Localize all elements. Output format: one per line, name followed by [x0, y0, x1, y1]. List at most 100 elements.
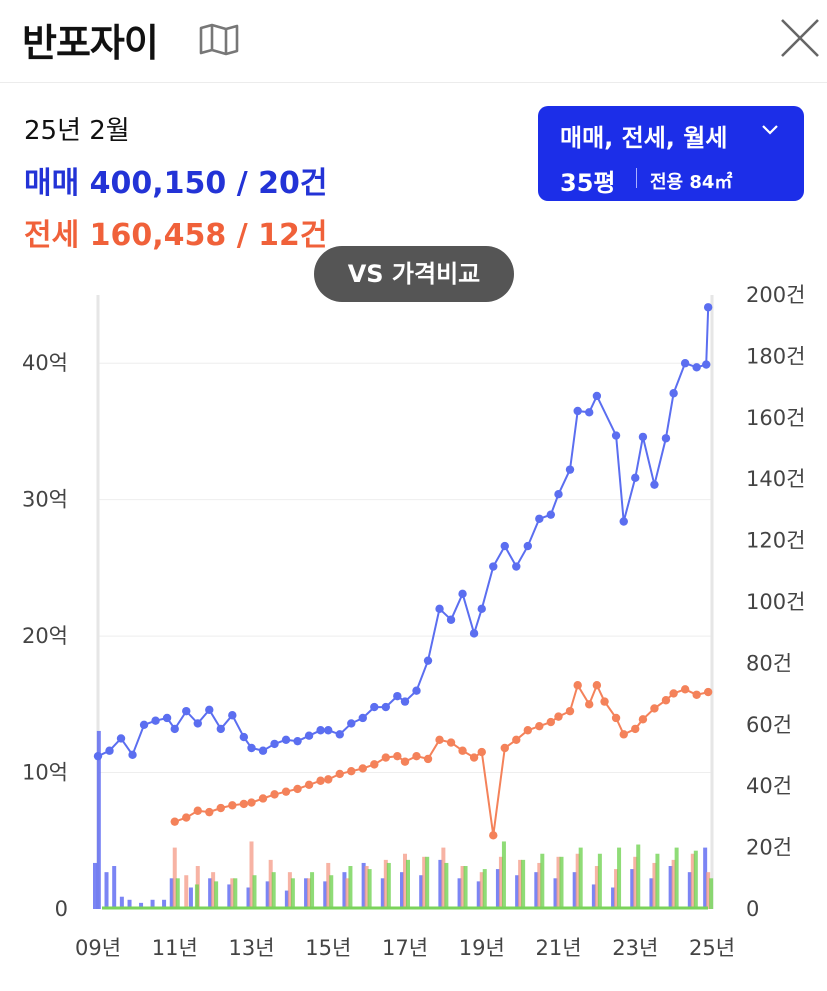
- y-left-tick-label: 40억: [22, 351, 68, 375]
- sale-price-point: [293, 736, 302, 746]
- volume-bar: [348, 866, 353, 909]
- volume-bar: [342, 872, 347, 909]
- volume-bar: [521, 859, 526, 909]
- jeonse-price-point: [258, 794, 268, 803]
- volume-bar: [559, 856, 564, 909]
- jeonse-price-point: [446, 738, 456, 747]
- jeonse-price-point: [703, 687, 713, 697]
- volume-bar: [460, 866, 465, 909]
- x-tick-label: 21년: [535, 936, 581, 960]
- price-chart: 0 10억 20억 30억 40억 0 20건 40건 60건 80건 100건 120건 140건 16…: [22, 283, 805, 960]
- y-right-tick-label: 0: [746, 897, 759, 921]
- sale-price-point: [93, 751, 103, 761]
- jeonse-price-point: [592, 681, 602, 690]
- y-right-tick-label: 160건: [746, 406, 805, 430]
- x-tick-label: 25년: [689, 936, 735, 960]
- volume-bar: [534, 872, 539, 909]
- sale-price-point: [435, 604, 444, 614]
- volume-bar: [249, 841, 254, 909]
- volume-bar: [271, 872, 276, 909]
- compare-button[interactable]: VS 가격비교: [314, 246, 514, 302]
- x-tick-label: 09년: [75, 936, 121, 960]
- volume-bar: [591, 884, 596, 909]
- volume-bar: [307, 878, 312, 909]
- deal-type-selector[interactable]: 매매, 전세, 월세 35평 전용 84㎡: [538, 106, 804, 201]
- volume-bar: [668, 866, 673, 909]
- jeonse-price-point: [573, 681, 582, 690]
- jeonse-price-point: [347, 766, 356, 776]
- sale-price-point: [554, 490, 563, 499]
- sale-price-point: [205, 705, 214, 714]
- y-right-tick-label: 100건: [746, 590, 805, 614]
- sale-price-point: [573, 406, 582, 416]
- volume-bar: [479, 872, 484, 909]
- jeonse-price-point: [239, 799, 249, 809]
- volume-bar: [265, 881, 270, 909]
- jeonse-price-point: [600, 697, 609, 706]
- sale-price-line: [97, 307, 710, 758]
- sale-price-point: [680, 359, 690, 368]
- volume-bar: [597, 853, 602, 909]
- jeonse-price-point: [619, 730, 628, 739]
- chevron-down-icon: [762, 125, 778, 135]
- volume-bar: [594, 866, 599, 909]
- jeonse-price-point: [680, 685, 690, 694]
- sale-price-point: [381, 702, 391, 712]
- jeonse-price-point: [489, 831, 498, 840]
- volume-bar: [386, 862, 391, 909]
- deal-types-label: 매매, 전세, 월세: [560, 124, 728, 152]
- volume-bar: [614, 869, 619, 909]
- sale-price-point: [423, 656, 433, 665]
- sale-price-point: [400, 697, 410, 706]
- sale-price-point: [458, 589, 467, 599]
- jeonse-price-point: [270, 790, 279, 799]
- jeonse-price-point: [500, 743, 509, 753]
- volume-bar: [482, 869, 487, 909]
- volume-bar: [652, 862, 657, 909]
- volume-bar: [540, 853, 545, 909]
- jeonse-price-point: [458, 746, 467, 755]
- jeonse-price-point: [565, 706, 575, 716]
- y-left-tick-label: 30억: [22, 488, 68, 512]
- volume-bar: [96, 730, 101, 909]
- volume-bar: [501, 841, 506, 909]
- sale-price-point: [661, 434, 671, 443]
- sale-price-point: [619, 517, 628, 526]
- area-label: 전용 84㎡: [650, 172, 733, 193]
- y-right-tick-label: 40건: [746, 774, 792, 798]
- volume-bar: [287, 872, 292, 909]
- y-left-tick-label: 10억: [22, 761, 68, 785]
- volume-bar: [383, 859, 388, 909]
- volume-bar: [139, 902, 144, 909]
- volume-bar: [690, 853, 695, 909]
- volume-bar: [367, 869, 372, 909]
- sale-price-point: [412, 686, 421, 695]
- volume-bar: [636, 844, 641, 909]
- y-left-tick-label: 20억: [22, 624, 68, 648]
- volume-bar: [693, 850, 698, 909]
- sale-price-point: [370, 702, 379, 712]
- volume-bar: [208, 878, 213, 909]
- volume-bar: [674, 847, 679, 909]
- volume-bar: [246, 887, 251, 909]
- divider: [636, 168, 637, 188]
- x-tick-label: 15년: [305, 936, 351, 960]
- volume-bar: [310, 872, 315, 909]
- sale-price-point: [116, 734, 126, 743]
- jeonse-price-point: [469, 753, 479, 762]
- sale-price-point: [170, 724, 179, 734]
- jeonse-price-point: [293, 784, 302, 794]
- volume-bar: [252, 875, 257, 909]
- sale-price-point: [489, 562, 498, 571]
- x-tick-label: 23년: [612, 936, 658, 960]
- volume-bar: [400, 872, 404, 909]
- volume-bar: [233, 878, 238, 909]
- header: 반포자이: [0, 0, 827, 83]
- sale-price-point: [304, 731, 314, 740]
- volume-bar: [329, 875, 334, 909]
- volume-bar: [175, 878, 180, 909]
- volume-bar: [284, 890, 289, 909]
- map-icon[interactable]: [198, 22, 240, 56]
- jeonse-summary: 전세 160,458 / 12건: [24, 218, 328, 253]
- close-icon[interactable]: [778, 16, 822, 60]
